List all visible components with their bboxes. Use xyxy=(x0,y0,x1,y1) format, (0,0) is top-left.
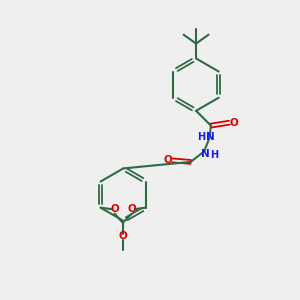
Text: O: O xyxy=(230,118,238,128)
Text: H: H xyxy=(210,150,219,160)
Text: O: O xyxy=(128,204,136,214)
Text: O: O xyxy=(110,204,119,214)
Text: O: O xyxy=(119,231,128,241)
Text: N: N xyxy=(206,132,215,142)
Text: N: N xyxy=(201,148,210,159)
Text: O: O xyxy=(163,155,172,165)
Text: H: H xyxy=(197,132,205,142)
